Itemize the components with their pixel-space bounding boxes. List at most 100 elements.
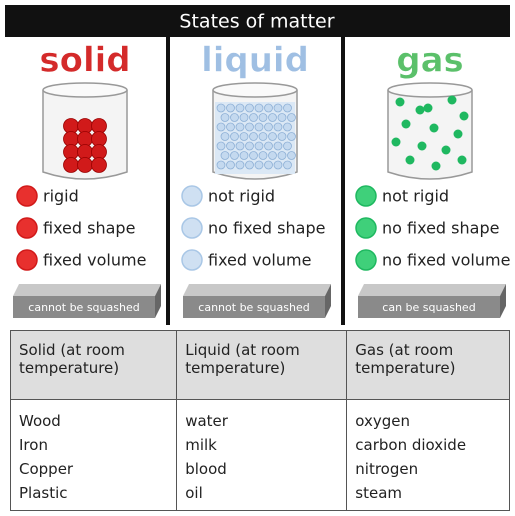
particle [255,123,263,131]
particle [265,142,273,150]
particle [274,142,282,150]
particle [278,133,286,141]
particle [278,114,286,122]
property: fixed volume [43,251,146,270]
table-cell: blood [177,457,347,481]
particle [250,152,258,160]
particle [274,104,282,112]
table-cell: steam [347,481,510,511]
state-name: solid [39,41,130,81]
property: fixed shape [43,219,135,238]
table-cell: Plastic [11,481,177,511]
page: States of matter solid rigid fixed shape fi… [0,0,515,516]
property: not rigid [382,187,449,206]
table-cell: water [177,400,347,434]
particle [240,114,248,122]
table-cell: oxygen [347,400,510,434]
table-cell: Iron [11,433,177,457]
table-cell: oil [177,481,347,511]
particle [448,96,457,105]
bullet [182,186,202,206]
particle [236,142,244,150]
particle [246,142,254,150]
particle [269,152,277,160]
particle [265,104,273,112]
particle [227,142,235,150]
slab-top [183,284,331,296]
particle [402,120,411,129]
particle [250,133,258,141]
divider [166,37,170,325]
particle [231,133,239,141]
compression-label: cannot be squashed [28,301,139,314]
particle [217,142,225,150]
property: no fixed volume [382,251,510,270]
particle [217,104,225,112]
particle [442,146,451,155]
property: rigid [43,187,79,206]
particle [240,133,248,141]
particle [246,123,254,131]
compression-label: cannot be squashed [198,301,309,314]
property: no fixed shape [382,219,499,238]
bullet [17,186,37,206]
particle [454,130,463,139]
bullet [182,250,202,270]
particle [236,104,244,112]
table-cell: Wood [11,400,177,434]
particle [64,158,79,173]
particle [240,152,248,160]
particle [217,123,225,131]
beaker-rim [43,83,127,97]
particle [221,133,229,141]
particle [284,123,292,131]
particle [221,114,229,122]
bullet [182,218,202,238]
particle [265,123,273,131]
column-header: Solid (at room temperature) [11,331,177,400]
particle [406,156,415,165]
beaker-rim [388,83,472,97]
table-cell: milk [177,433,347,457]
particle [274,123,282,131]
particle [396,98,405,107]
column-header: Gas (at room temperature) [347,331,510,400]
particle [288,114,296,122]
particle [246,104,254,112]
particle [217,161,225,169]
table-row: Ironmilkcarbon dioxide [11,433,510,457]
particle [432,162,441,171]
states-diagram: States of matter solid rigid fixed shape fi… [0,0,515,325]
state-name: liquid [201,41,309,81]
particle [250,114,258,122]
particle [460,112,469,121]
table-header: Solid (at room temperature)Liquid (at ro… [11,331,510,400]
particle [221,152,229,160]
column-header: Liquid (at room temperature) [177,331,347,400]
divider [341,37,345,325]
particle [288,133,296,141]
particle [284,161,292,169]
title: States of matter [179,11,334,33]
particle [259,133,267,141]
bullet [356,218,376,238]
table-cell: carbon dioxide [347,433,510,457]
particle [418,142,427,151]
particle [416,106,425,115]
bullet [17,250,37,270]
particle [255,142,263,150]
particle [231,152,239,160]
particle [259,152,267,160]
compression-label: can be squashed [382,301,475,314]
particle [278,152,286,160]
particle [458,156,467,165]
particle [424,104,433,113]
particle [259,114,267,122]
state-name: gas [396,41,464,81]
particle [246,161,254,169]
particle [255,104,263,112]
slab-top [13,284,161,296]
